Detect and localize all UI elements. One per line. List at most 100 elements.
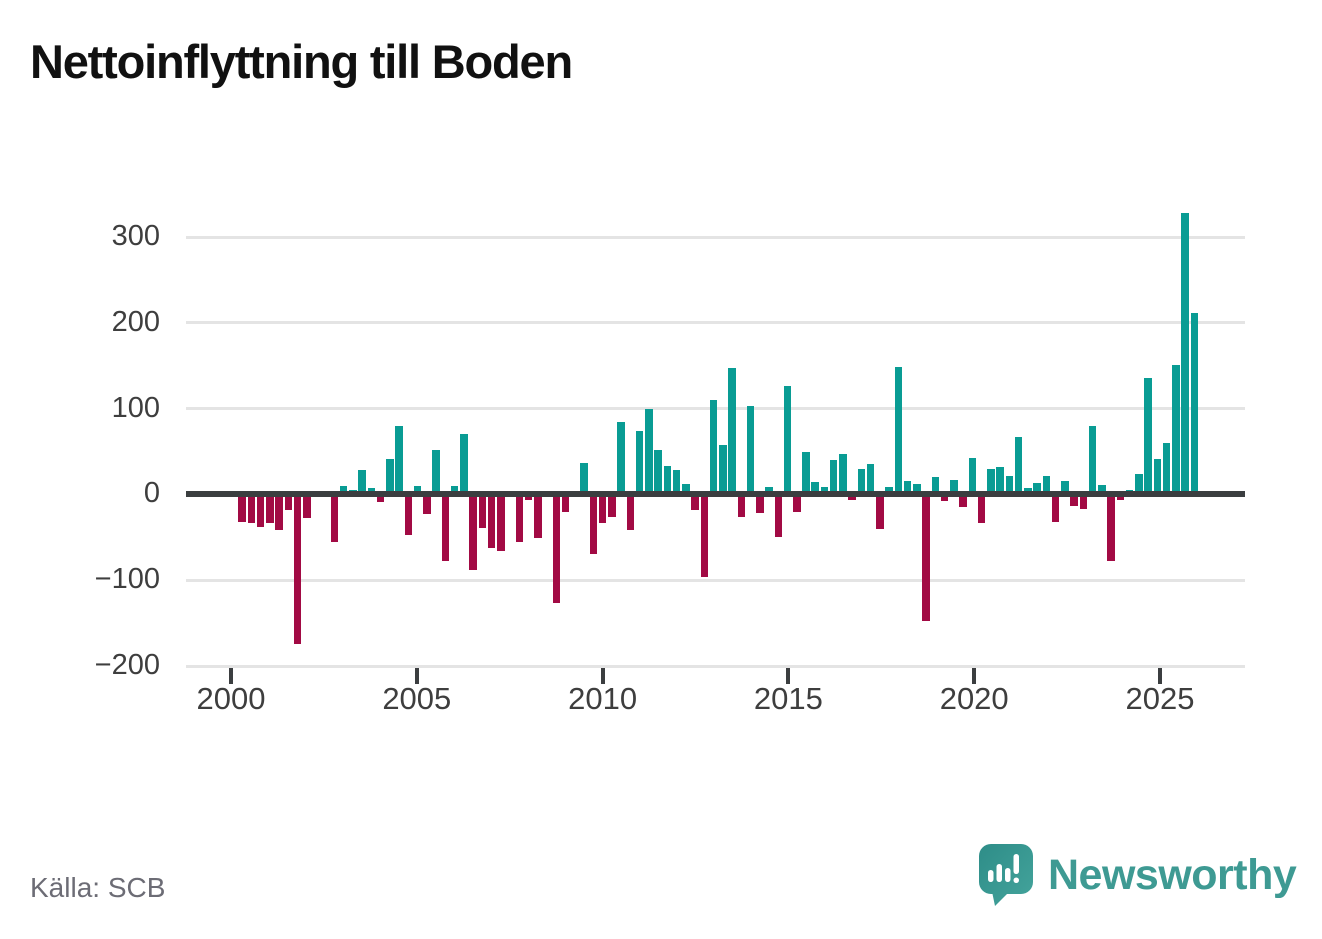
zero-axis-line [186, 491, 1245, 498]
newsworthy-logo: Newsworthy [978, 843, 1297, 907]
x-tick-label: 2025 [1125, 681, 1195, 716]
y-tick-label: −100 [94, 563, 160, 596]
bar [774, 494, 782, 538]
x-tick-label: 2005 [382, 681, 452, 716]
bar [580, 462, 588, 495]
bar [1107, 494, 1115, 562]
bar [682, 484, 690, 495]
bar [977, 494, 986, 523]
bar [266, 494, 274, 523]
x-tick-label: 2015 [753, 681, 823, 716]
y-tick-label: 100 [111, 391, 160, 424]
bar [894, 366, 903, 495]
bar [626, 494, 635, 531]
bar [303, 494, 311, 518]
bar [515, 494, 524, 543]
bar [691, 494, 699, 510]
bar [959, 494, 967, 508]
bar [1088, 425, 1097, 495]
x-tick [1158, 668, 1162, 684]
bar [441, 494, 450, 562]
x-tick [600, 668, 605, 684]
bar [811, 481, 819, 495]
bar [885, 486, 893, 495]
bar [552, 494, 561, 604]
bar [386, 459, 394, 495]
bar [423, 494, 431, 515]
bar [1051, 494, 1060, 522]
bar [487, 494, 496, 549]
bar [1014, 437, 1023, 495]
logo-bar-small [988, 870, 994, 882]
gridline [186, 578, 1245, 582]
bar [839, 454, 847, 495]
bar [1098, 485, 1106, 495]
bar [1153, 459, 1162, 495]
x-tick [972, 668, 977, 684]
gridline [186, 664, 1245, 668]
x-tick [786, 668, 791, 684]
bar [950, 479, 958, 495]
x-tick [414, 668, 419, 684]
bar [820, 486, 829, 495]
logo-bar-tall [996, 864, 1002, 882]
bar [719, 444, 727, 495]
bar [534, 494, 542, 539]
bar [672, 469, 681, 495]
bar [1079, 494, 1088, 510]
y-tick-label: 0 [143, 477, 160, 510]
bar [247, 494, 256, 523]
bar [876, 494, 884, 529]
plot-area [186, 208, 1245, 668]
bar [987, 468, 995, 495]
bar [1144, 377, 1152, 495]
bar [765, 486, 773, 495]
bar [1042, 475, 1051, 495]
bar [1070, 494, 1078, 506]
bar [1005, 475, 1014, 495]
newsworthy-bubble-icon [979, 844, 1033, 906]
bar [376, 494, 385, 503]
bar [737, 494, 746, 517]
bar [608, 494, 616, 517]
bar [617, 421, 625, 495]
bar [478, 494, 487, 528]
bar [829, 460, 838, 495]
bar [238, 494, 246, 522]
bar [654, 449, 662, 495]
bar [404, 494, 413, 535]
bar [802, 452, 810, 495]
bar [663, 466, 672, 495]
bar [395, 425, 403, 495]
bar [857, 468, 866, 495]
bar [913, 484, 921, 495]
gridline [186, 235, 1245, 239]
bar [598, 494, 607, 523]
logo-exclamation-dot [1013, 877, 1019, 883]
logo-bar-medium [1005, 868, 1011, 882]
bar [339, 485, 348, 495]
bar [256, 494, 265, 528]
x-tick-label: 2020 [939, 681, 1009, 716]
bar [275, 494, 283, 530]
bar [793, 494, 801, 513]
bar [413, 485, 422, 495]
bar [700, 494, 709, 577]
bar [284, 494, 293, 510]
bar [783, 385, 792, 495]
bar [497, 494, 505, 552]
gridline [186, 321, 1245, 325]
bar [709, 400, 718, 495]
logo-exclamation-stem [1013, 854, 1019, 874]
bar [367, 487, 376, 495]
bar [358, 470, 366, 495]
bar [293, 494, 302, 644]
bar [756, 494, 764, 514]
page-title: Nettoinflyttning till Boden [30, 35, 573, 88]
bar [645, 408, 653, 495]
newsworthy-wordmark: Newsworthy [1048, 850, 1297, 899]
bar [940, 494, 949, 502]
x-tick-label: 2010 [568, 681, 638, 716]
bar [746, 406, 755, 495]
